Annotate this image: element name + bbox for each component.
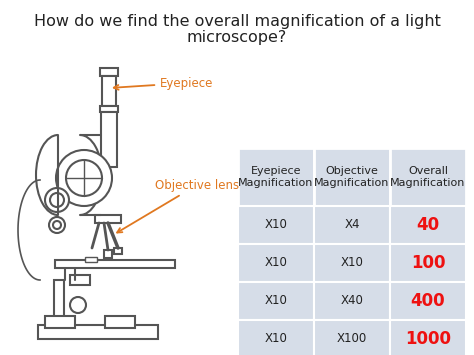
Bar	[314, 148, 390, 206]
Circle shape	[53, 221, 61, 229]
Text: Eyepiece: Eyepiece	[114, 76, 213, 90]
Text: X10: X10	[264, 218, 287, 231]
Bar	[238, 206, 314, 244]
Bar	[70, 275, 90, 285]
Bar	[101, 112, 117, 167]
Circle shape	[56, 150, 112, 206]
Text: X10: X10	[340, 257, 364, 269]
Bar	[390, 206, 466, 244]
Bar	[390, 148, 466, 206]
Bar	[38, 325, 158, 339]
Text: 100: 100	[411, 254, 445, 272]
Text: How do we find the overall magnification of a light: How do we find the overall magnification…	[34, 14, 440, 29]
Bar	[238, 282, 314, 320]
Bar	[314, 282, 390, 320]
Bar	[314, 206, 390, 244]
Circle shape	[45, 188, 69, 212]
Text: Overall
Magnification: Overall Magnification	[390, 166, 465, 188]
Bar	[238, 148, 314, 206]
Text: X100: X100	[337, 333, 367, 345]
Bar	[105, 316, 135, 328]
Circle shape	[50, 193, 64, 207]
Bar	[100, 106, 118, 112]
Bar	[102, 76, 116, 106]
Text: microscope?: microscope?	[187, 30, 287, 45]
Bar	[54, 280, 64, 325]
Text: 40: 40	[417, 216, 439, 234]
Bar	[100, 68, 118, 76]
Text: Objective lens: Objective lens	[117, 179, 239, 233]
Bar	[238, 244, 314, 282]
Bar	[314, 244, 390, 282]
Bar	[85, 257, 97, 262]
Text: 400: 400	[410, 292, 445, 310]
Text: X10: X10	[264, 257, 287, 269]
Bar	[114, 248, 122, 254]
Bar	[45, 316, 75, 328]
Bar	[104, 250, 112, 258]
Circle shape	[70, 297, 86, 313]
Text: X10: X10	[264, 295, 287, 307]
Bar	[95, 215, 121, 223]
Text: X4: X4	[344, 218, 360, 231]
Bar	[55, 260, 175, 268]
Text: X10: X10	[264, 333, 287, 345]
Text: 1000: 1000	[405, 330, 451, 348]
Bar	[314, 320, 390, 355]
Circle shape	[66, 160, 102, 196]
Bar	[238, 320, 314, 355]
Text: X40: X40	[340, 295, 364, 307]
Bar	[390, 244, 466, 282]
Circle shape	[49, 217, 65, 233]
Bar	[390, 282, 466, 320]
Bar	[390, 320, 466, 355]
Text: Objective
Magnification: Objective Magnification	[314, 166, 390, 188]
Text: Eyepiece
Magnification: Eyepiece Magnification	[238, 166, 314, 188]
